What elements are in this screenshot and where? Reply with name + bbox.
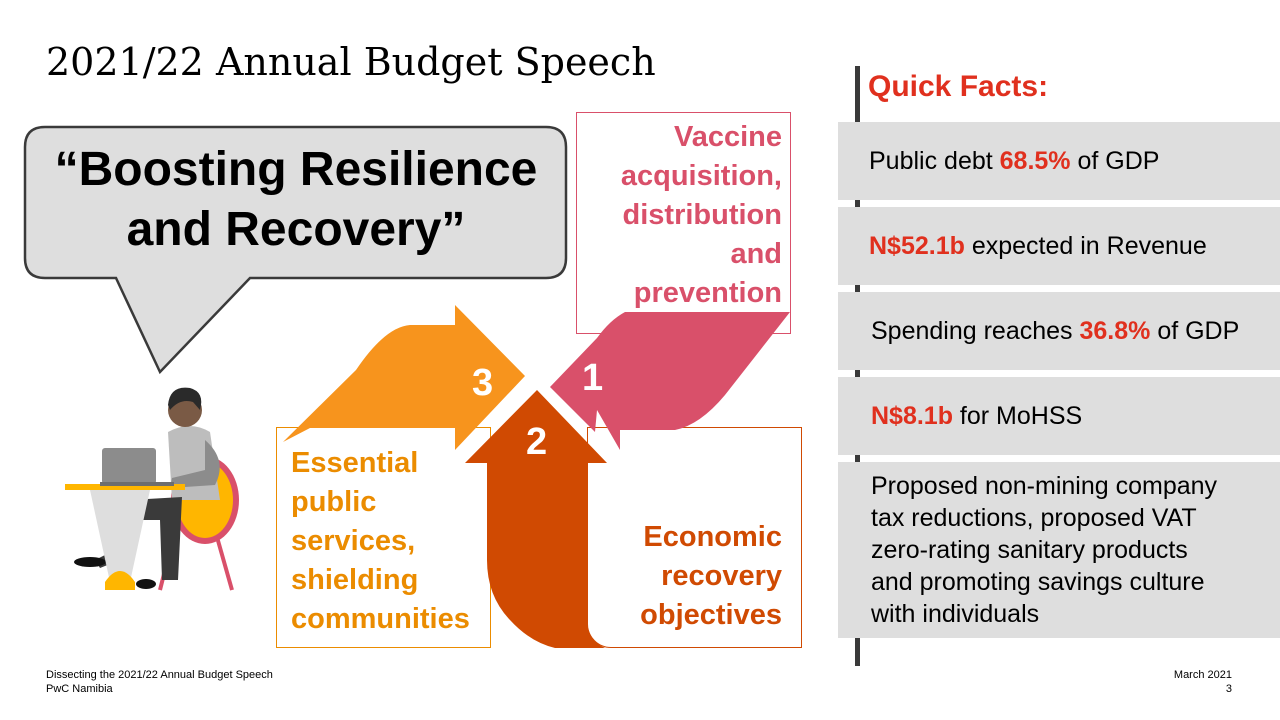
footer-left: Dissecting the 2021/22 Annual Budget Spe… (46, 668, 273, 696)
essential-label-line: Essential (291, 447, 419, 479)
fact-text: of GDP (1150, 316, 1240, 345)
essential-label-line: services, (291, 525, 416, 557)
fact-line: with individuals (871, 600, 1040, 628)
fact-line: and promoting savings culture (871, 568, 1205, 596)
step-number-1: 1 (582, 357, 604, 399)
footer-date: March 2021 (1173, 669, 1232, 681)
fact-highlight: N$8.1b (871, 401, 953, 430)
fact-highlight: N$52.1b (869, 231, 965, 260)
fact-text: Public debt (869, 146, 1000, 175)
economic-label: Economic recovery objectives (640, 518, 782, 635)
fact-line: zero-rating sanitary products (871, 536, 1188, 564)
fact-text: of GDP (1070, 146, 1160, 175)
quick-facts-title: Quick Facts: (868, 70, 1049, 103)
vaccine-label-line: distribution (622, 199, 782, 231)
vaccine-label-line: and (730, 238, 782, 270)
footer-right: March 2021 3 (1174, 668, 1232, 696)
essential-label: Essential public services, shielding com… (291, 444, 470, 639)
arrow-1-vaccine (550, 312, 790, 450)
economic-label-line: Economic (643, 521, 782, 553)
vaccine-label: Vaccine acquisition, distribution and pr… (621, 118, 782, 313)
step-number-3: 3 (472, 362, 494, 404)
arrow-3-essential (283, 305, 525, 450)
fact-highlight: 36.8% (1079, 316, 1151, 345)
fact-highlight: 68.5% (999, 146, 1071, 175)
slide-title: 2021/22 Annual Budget Speech (46, 40, 656, 84)
fact-text: Spending reaches (871, 316, 1080, 345)
economic-label-line: objectives (640, 599, 782, 631)
fact-spending: Spending reaches 36.8% of GDP (838, 292, 1280, 370)
footer-company: PwC Namibia (46, 683, 113, 695)
arrow-2-economic (465, 390, 607, 648)
vaccine-label-line: prevention (633, 277, 782, 309)
bubble-quote-line1: “Boosting Resilience (54, 143, 538, 196)
fact-revenue: N$52.1b expected in Revenue (838, 207, 1280, 285)
vaccine-label-line: Vaccine (673, 121, 782, 153)
footer-doc-title: Dissecting the 2021/22 Annual Budget Spe… (46, 669, 273, 681)
vaccine-label-line: acquisition, (620, 160, 782, 192)
essential-label-line: communities (291, 603, 470, 635)
fact-text-block: Proposed non-mining company tax reductio… (871, 470, 1217, 630)
fact-line: Proposed non-mining company (871, 472, 1218, 500)
essential-label-line: public (291, 486, 377, 518)
page-number: 3 (1225, 683, 1232, 695)
fact-public-debt: Public debt 68.5% of GDP (838, 122, 1280, 200)
bubble-quote-line2: and Recovery” (126, 203, 466, 256)
economic-box (587, 427, 802, 648)
fact-mohss: N$8.1b for MoHSS (838, 377, 1280, 455)
fact-text: for MoHSS (952, 401, 1083, 430)
essential-label-line: shielding (291, 564, 419, 596)
step-number-2: 2 (526, 421, 548, 463)
economic-label-line: recovery (661, 560, 782, 592)
fact-text: expected in Revenue (964, 231, 1207, 260)
fact-line: tax reductions, proposed VAT (871, 504, 1197, 532)
fact-tax-proposals: Proposed non-mining company tax reductio… (838, 462, 1280, 638)
bubble-quote: “Boosting Resilience and Recovery” (28, 140, 564, 260)
